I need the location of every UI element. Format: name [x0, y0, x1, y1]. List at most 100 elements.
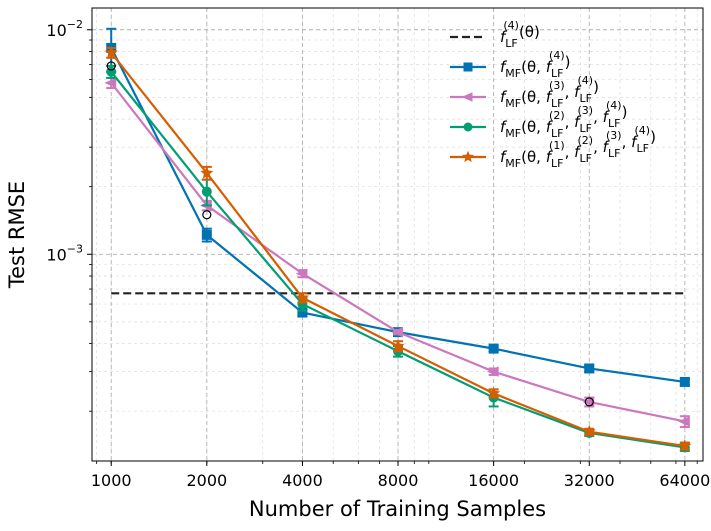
series-2-point	[391, 326, 404, 338]
legend-text-part: (θ,	[521, 58, 546, 76]
y-tick-exponent: −2	[67, 18, 83, 31]
legend-text-part: LF	[551, 67, 563, 80]
legend-handle-marker	[462, 150, 474, 163]
legend-text-part: (4)	[578, 74, 594, 87]
legend-text-part: LF	[608, 147, 620, 160]
legend-text-part: (4)	[503, 19, 519, 32]
legend-text-part: LF	[551, 97, 563, 110]
legend-text-part: (4)	[606, 99, 622, 112]
y-tick-exponent: −3	[67, 242, 83, 255]
series-3-point	[201, 186, 212, 197]
legend-label: fMF(θ, fLF(4))	[500, 49, 570, 80]
series-layer	[104, 27, 692, 453]
legend-text-part: LF	[551, 157, 563, 170]
legend-text-part: f	[500, 58, 508, 76]
legend-text-part: (2)	[549, 109, 565, 122]
series-4-point	[582, 424, 596, 438]
legend-text-part: ,	[565, 143, 575, 161]
legend-text-part: )	[565, 53, 571, 71]
extra-points-layer	[106, 61, 594, 407]
legend-label: fLF (4)(θ)	[500, 19, 540, 50]
legend-text-part: LF	[608, 117, 620, 130]
x-tick-label: 4000	[282, 471, 323, 490]
legend-text-part: f	[546, 118, 554, 136]
legend-text-part: ,	[593, 108, 603, 126]
x-tick-label: 16000	[468, 471, 519, 490]
legend: fLF(4)(θ)fMF(θ, fLF(4))fMF(θ, fLF(3), fL…	[450, 19, 656, 170]
legend-text-part: LF	[551, 127, 563, 140]
legend-text-part: f	[546, 88, 554, 106]
open-circle-point	[584, 397, 594, 407]
legend-entry-4: fMF(θ, fLF(2), fLF(3), fLF(4))	[450, 99, 627, 140]
x-tick-label: 2000	[186, 471, 227, 490]
legend-text-part: f	[500, 28, 508, 46]
y-tick-base: 10	[46, 245, 66, 264]
x-tick-label: 8000	[378, 471, 419, 490]
legend-text-part: (θ)	[519, 23, 540, 41]
series-1-point	[679, 376, 690, 387]
legend-text-part: f	[603, 108, 611, 126]
legend-text-part: f	[574, 143, 582, 161]
series-2-point	[486, 366, 499, 377]
legend-text-part: ,	[565, 113, 575, 131]
legend-text-part: LF	[505, 37, 517, 50]
legend-label: fMF(θ, fLF(3), fLF(4))	[500, 74, 599, 110]
series-4-point	[200, 166, 214, 179]
legend-entry-3: fMF(θ, fLF(3), fLF(4))	[450, 74, 599, 110]
x-tick-label: 32000	[564, 471, 615, 490]
legend-text-part: (θ,	[521, 88, 546, 106]
x-tick-label: 1000	[91, 471, 132, 490]
series-1-point	[488, 343, 499, 354]
legend-text-part: f	[631, 133, 639, 151]
legend-entry-1: fLF (4)(θ)	[450, 19, 540, 50]
legend-text-part: MF	[505, 67, 521, 80]
legend-text-part: )	[622, 103, 628, 121]
legend-text-part: (3)	[578, 104, 594, 117]
legend-label: fMF(θ, fLF(1), fLF(2), fLF(3), fLF(4))	[500, 124, 656, 170]
series-4-point	[104, 45, 118, 59]
series-4-point	[678, 439, 692, 452]
legend-text-part: MF	[505, 127, 521, 140]
legend-text-part: ,	[593, 138, 603, 156]
series-4-point	[487, 386, 501, 399]
legend-text-part: MF	[505, 157, 521, 170]
series-1-point	[201, 229, 212, 240]
legend-text-part: )	[593, 78, 599, 96]
x-axis-label: Number of Training Samples	[249, 497, 546, 521]
legend-handle-marker	[463, 122, 473, 132]
legend-text-part: f	[574, 83, 582, 101]
legend-entry-2: fMF(θ, fLF(4))	[450, 49, 570, 80]
legend-text-part: f	[574, 113, 582, 131]
legend-handle-marker	[463, 62, 473, 72]
legend-text-part: ,	[565, 83, 575, 101]
legend-text-part: LF	[579, 92, 591, 105]
open-circle-point	[106, 61, 116, 71]
legend-text-part: f	[603, 138, 611, 156]
legend-text-part: (1)	[549, 139, 565, 152]
series-1-point	[584, 363, 595, 374]
legend-text-part: (3)	[549, 79, 565, 92]
open-circle-point	[202, 210, 212, 220]
series-2-point	[295, 268, 308, 279]
legend-text-part: f	[500, 88, 508, 106]
series-2-point	[678, 416, 690, 427]
legend-text-part: f	[546, 148, 554, 166]
legend-text-part: MF	[505, 97, 521, 110]
legend-text-part: f	[500, 118, 508, 136]
series-4-point	[295, 290, 309, 304]
legend-text-part: LF	[579, 152, 591, 165]
legend-text-part: (θ,	[521, 148, 546, 166]
legend-text-part: LF	[579, 122, 591, 135]
legend-text-part: (θ,	[521, 118, 546, 136]
legend-text-part: ,	[622, 133, 632, 151]
legend-text-part: )	[650, 128, 656, 146]
y-axis-label: Test RMSE	[5, 181, 29, 289]
plot-frame	[91, 7, 704, 462]
legend-entry-5: fMF(θ, fLF(1), fLF(2), fLF(3), fLF(4))	[450, 124, 656, 170]
y-tick-base: 10	[46, 21, 66, 40]
y-tick-label: 10−2	[46, 18, 83, 40]
legend-text-part: LF	[636, 142, 648, 155]
